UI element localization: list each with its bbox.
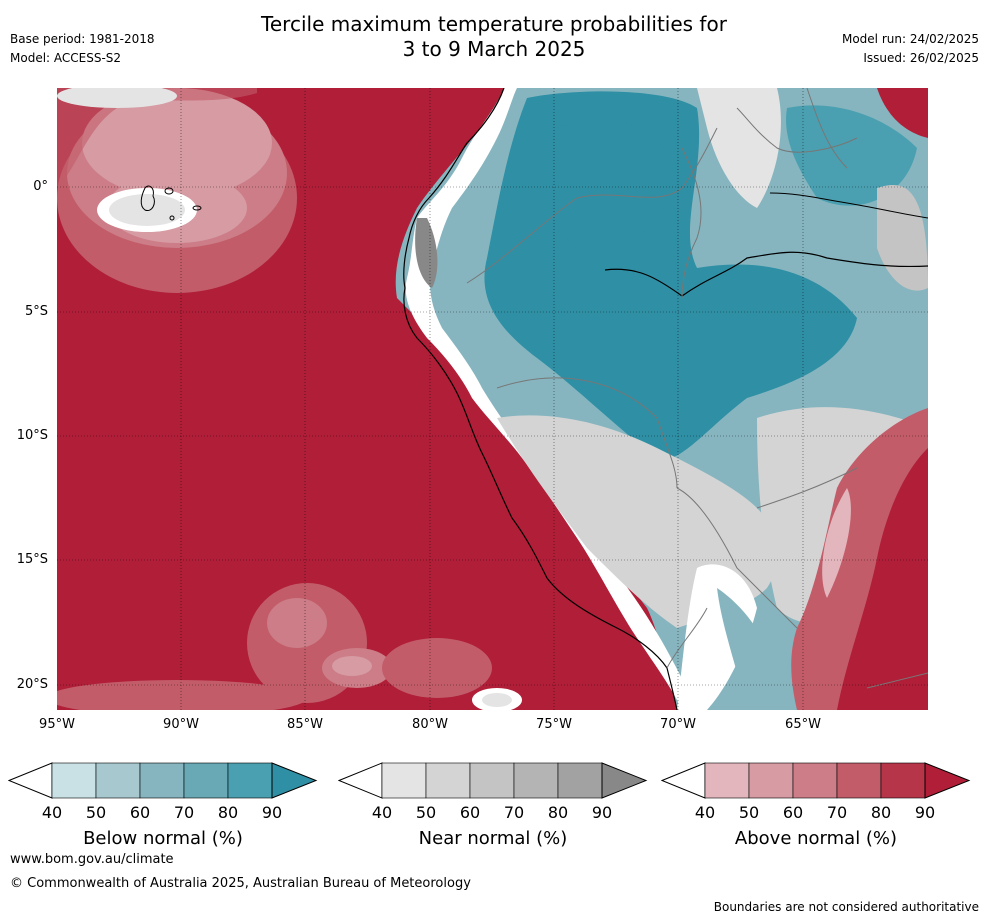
galapagos-islands	[140, 185, 202, 221]
colorbar-segment	[748, 762, 794, 799]
north-east-blue-patch	[786, 105, 917, 206]
colorbar-segment	[425, 762, 471, 799]
colorbar-segment	[183, 762, 229, 799]
y-tick-0: 0°	[33, 179, 48, 194]
colorbar-segment	[880, 762, 926, 799]
colorbar-over-triangle	[924, 762, 971, 799]
colorbar-tick-label: 90	[914, 803, 936, 822]
colorbar-over-triangle	[271, 762, 318, 799]
y-tick-5s: 5°S	[24, 304, 48, 319]
coastline	[403, 88, 678, 710]
x-tick-90w: 90°W	[163, 717, 199, 732]
colorbar-tick-label: 80	[870, 803, 892, 822]
x-tick-70w: 70°W	[660, 717, 696, 732]
country-borders	[466, 88, 928, 689]
colorbar-title: Near normal (%)	[418, 828, 568, 849]
footer-disclaimer: Boundaries are not considered authoritat…	[713, 900, 979, 914]
gridlines	[57, 88, 928, 710]
colorbar-segment	[95, 762, 141, 799]
colorbar-below-normal: 40 50 60 70 80 90 Below normal (%)	[7, 762, 320, 849]
map-title-line2: 3 to 9 March 2025	[402, 37, 586, 61]
colorbar-tick-label: 80	[547, 803, 569, 822]
y-tick-20s: 20°S	[16, 677, 48, 692]
footer-url: www.bom.gov.au/climate	[10, 852, 174, 867]
colorbar-tick-label: 50	[415, 803, 437, 822]
colorbar-svg	[660, 762, 971, 799]
colorbar-tick-label: 60	[129, 803, 151, 822]
colorbar-tick-label: 90	[261, 803, 283, 822]
colorbar-tick-label: 50	[85, 803, 107, 822]
colorbar-segment	[836, 762, 882, 799]
colorbar-segment	[557, 762, 603, 799]
map-title-line1: Tercile maximum temperature probabilitie…	[261, 12, 727, 36]
footer-copyright: © Commonwealth of Australia 2025, Austra…	[10, 876, 471, 891]
x-tick-95w: 95°W	[39, 717, 75, 732]
map-svg	[57, 88, 928, 710]
colorbar-tick-label: 90	[591, 803, 613, 822]
y-tick-15s: 15°S	[16, 552, 48, 567]
colorbar-segment	[792, 762, 838, 799]
southern-ocean-patches	[57, 583, 522, 710]
colorbar-segment	[139, 762, 185, 799]
colorbar-segment	[469, 762, 515, 799]
colorbar-tick-label: 80	[217, 803, 239, 822]
colorbar-tick-label: 50	[738, 803, 760, 822]
amazon-river	[604, 251, 928, 297]
colorbar-under-triangle	[660, 762, 706, 799]
colorbar-svg	[7, 762, 318, 799]
x-tick-80w: 80°W	[412, 717, 448, 732]
colorbar-title: Below normal (%)	[83, 828, 243, 849]
colorbar-segment	[513, 762, 559, 799]
colorbar-tick-label: 60	[782, 803, 804, 822]
y-tick-10s: 10°S	[16, 428, 48, 443]
gulf-grey-patch	[415, 218, 438, 288]
colorbar-over-triangle	[601, 762, 648, 799]
altiplano-white	[677, 564, 757, 710]
colorbar-under-triangle	[337, 762, 383, 799]
north-near-normal-patch	[697, 88, 781, 208]
base-period-text: Base period: 1981-2018	[10, 32, 155, 46]
model-run-text: Model run: 24/02/2025	[841, 32, 979, 46]
map-title: Tercile maximum temperature probabilitie…	[0, 12, 988, 62]
probability-map	[57, 88, 928, 710]
colorbar-tick-label: 70	[173, 803, 195, 822]
x-tick-85w: 85°W	[287, 717, 323, 732]
x-tick-75w: 75°W	[536, 717, 572, 732]
colorbar-tick-label: 40	[41, 803, 63, 822]
colorbar-segment	[704, 762, 750, 799]
colorbar-segment	[51, 762, 97, 799]
colorbar-tick-label: 70	[503, 803, 525, 822]
colorbar-tick-label: 40	[371, 803, 393, 822]
issued-text: Issued: 26/02/2025	[863, 51, 979, 65]
colorbar-near-normal: 40 50 60 70 80 90 Near normal (%)	[337, 762, 648, 849]
colorbar-segment	[381, 762, 427, 799]
galapagos-anomaly	[57, 88, 297, 293]
colorbar-segment	[227, 762, 273, 799]
colorbar-under-triangle	[7, 762, 53, 799]
colorbar-svg	[337, 762, 648, 799]
colorbar-tick-label: 60	[459, 803, 481, 822]
colorbar-title: Above normal (%)	[734, 828, 898, 849]
x-tick-65w: 65°W	[785, 717, 821, 732]
colorbar-above-normal: 40 50 60 70 80 90 Above normal (%)	[660, 762, 971, 849]
colorbar-tick-label: 70	[826, 803, 848, 822]
model-text: Model: ACCESS-S2	[10, 51, 122, 65]
colorbar-tick-label: 40	[694, 803, 716, 822]
